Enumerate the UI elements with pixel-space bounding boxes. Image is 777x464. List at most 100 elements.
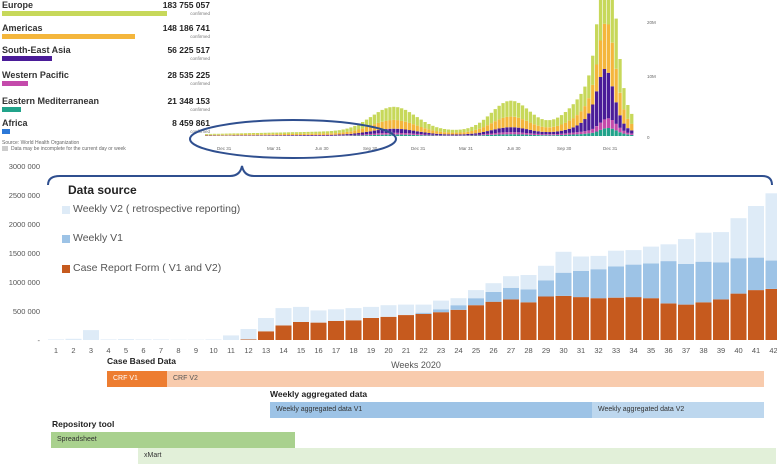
bar-case — [450, 309, 467, 340]
mini-bar-segment — [442, 132, 447, 135]
region-name[interactable]: Western Pacific — [2, 70, 69, 80]
mini-bar-segment — [271, 135, 275, 136]
mini-bar-segment — [368, 133, 373, 135]
mini-bar-segment — [341, 129, 345, 133]
region-value: 56 225 517 — [167, 45, 210, 55]
mini-bar-segment — [357, 129, 361, 134]
crf-v2-bar: CRF V2 — [167, 371, 764, 387]
mini-bar-segment — [275, 132, 279, 135]
mini-bar-segment — [595, 64, 599, 92]
mini-bar-segment — [263, 134, 267, 136]
region-bar — [2, 56, 52, 61]
mini-bar-segment — [353, 133, 357, 135]
mini-bar-segment — [306, 133, 310, 135]
mini-bar-segment — [606, 24, 610, 73]
mini-bar-segment — [622, 130, 626, 134]
mini-bar-segment — [396, 120, 400, 129]
region-name[interactable]: Eastern Mediterranean — [2, 96, 100, 106]
mini-bar-segment — [583, 131, 587, 134]
bar-weekly — [240, 329, 257, 340]
x-tick-label: 30 — [559, 346, 567, 355]
region-name[interactable]: Africa — [2, 118, 28, 128]
mini-bar-segment — [205, 134, 209, 135]
bar-case — [555, 295, 572, 340]
mini-bar-segment — [314, 134, 318, 136]
mini-bar-segment — [298, 135, 302, 136]
bar-weekly — [450, 298, 467, 306]
mini-bar-segment — [216, 134, 220, 136]
mini-bar-segment — [474, 134, 478, 136]
mini-bar-segment — [528, 133, 532, 135]
region-bar — [2, 81, 28, 86]
mini-x-tick: Mar 31 — [267, 146, 282, 151]
mini-bar-segment — [618, 92, 622, 116]
mini-bar-segment — [349, 131, 353, 134]
region-name[interactable]: South-East Asia — [2, 45, 71, 55]
x-tick-label: 5 — [124, 346, 128, 355]
mini-bar-segment — [598, 122, 603, 130]
mini-bar-segment — [563, 134, 568, 136]
bar-case — [660, 303, 677, 340]
x-tick-label: 1 — [54, 346, 58, 355]
mini-bar-segment — [384, 120, 388, 129]
mini-bar-segment — [450, 129, 454, 133]
mini-bar-segment — [423, 132, 427, 135]
mini-bar-segment — [415, 131, 419, 134]
bar-case — [748, 290, 764, 340]
bar-weekly — [660, 244, 677, 262]
bar-weekly — [258, 318, 274, 332]
mini-bar-segment — [380, 109, 384, 122]
mini-bar-segment — [567, 128, 571, 133]
mini-bar-segment — [244, 134, 248, 136]
bar-weekly — [275, 308, 292, 326]
mini-bar-segment — [548, 132, 552, 135]
annotation-overlay — [47, 119, 773, 186]
mini-bar-segment — [294, 133, 298, 136]
bar-weekly — [468, 298, 484, 306]
mini-bar-segment — [240, 133, 244, 135]
mini-bar-segment — [489, 123, 493, 131]
incomplete-checkbox[interactable] — [2, 146, 8, 151]
mini-y-tick: 20M — [647, 20, 656, 25]
mini-bar-segment — [283, 135, 287, 136]
mini-bar-segment — [263, 132, 267, 135]
mini-bar-segment — [458, 134, 462, 136]
mini-bar-segment — [439, 134, 443, 136]
mini-bar-segment — [337, 134, 341, 136]
mini-bar-segment — [325, 134, 330, 136]
mini-bar-segment — [411, 124, 415, 131]
mini-bar-segment — [259, 134, 263, 136]
region-name[interactable]: Americas — [2, 23, 43, 33]
bar-case — [415, 313, 432, 340]
mini-bar-segment — [626, 134, 630, 136]
mini-bar-segment — [509, 134, 513, 136]
region-subtext: confirmed — [190, 107, 210, 112]
mini-bar-segment — [372, 133, 376, 135]
mini-bar-segment — [509, 116, 513, 128]
region-name[interactable]: Europe — [2, 0, 34, 10]
bar-case — [293, 322, 309, 340]
incomplete-note: Data may be incomplete for the current d… — [11, 146, 126, 152]
bar-weekly — [205, 339, 222, 340]
weekly-title: Weekly aggregated data — [270, 389, 368, 399]
mini-bar-segment — [419, 135, 423, 136]
mini-bar-segment — [462, 134, 466, 136]
mini-bar-segment — [435, 131, 439, 134]
bar-weekly — [485, 283, 502, 292]
mini-bar-segment — [388, 134, 392, 136]
y-tick-label: 500 000 — [13, 307, 40, 316]
mini-bar-segment — [407, 112, 412, 123]
mini-bar-segment — [520, 105, 525, 120]
mini-bar-segment — [400, 132, 404, 135]
bar-weekly — [590, 255, 607, 270]
mini-x-tick: Jun 30 — [507, 146, 521, 151]
mini-bar-segment — [489, 130, 493, 134]
mini-bar-segment — [314, 133, 318, 135]
mini-bar-segment — [247, 133, 252, 135]
mini-bar-segment — [544, 132, 548, 135]
mini-bar-segment — [302, 132, 306, 134]
mini-bar-segment — [388, 120, 392, 129]
mini-bar-segment — [364, 131, 369, 135]
x-tick-label: 15 — [297, 346, 305, 355]
bar-case — [503, 299, 519, 340]
